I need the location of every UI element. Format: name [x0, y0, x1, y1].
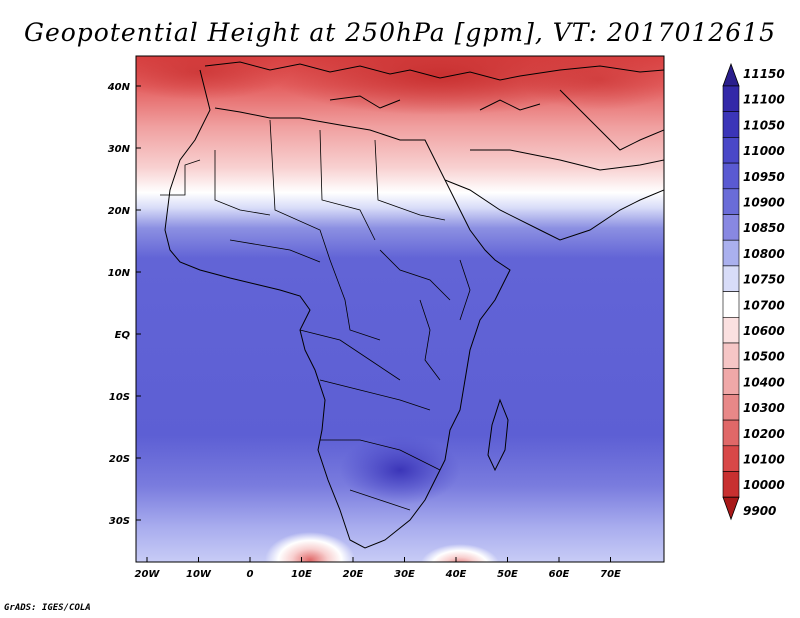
colorbar-label: 10700 [743, 298, 785, 312]
colorbar-segment [722, 162, 740, 190]
lat-tick-label: 20N [108, 206, 131, 217]
lat-tick-label: 10N [108, 268, 131, 279]
colorbar-segment [722, 214, 740, 241]
lon-tick-label: 30E [394, 569, 415, 580]
colorbar-label: 10100 [743, 453, 785, 467]
lon-tick-label: 50E [497, 569, 518, 580]
colorbar-label: 10900 [743, 196, 785, 210]
colorbar-label: 10500 [743, 350, 785, 364]
colorbar-segment [722, 265, 740, 292]
colorbar-segment [722, 188, 740, 215]
colorbar: 11150 11100 11050 11000 10950 10900 10850 10800… [722, 62, 785, 521]
colorbar-segment [722, 316, 740, 344]
colorbar-label: 10000 [743, 478, 785, 492]
colorbar-top-arrow [722, 62, 740, 87]
colorbar-label: 10600 [743, 324, 785, 338]
footer-credit: GrADS: IGES/COLA [4, 603, 91, 613]
colorbar-label: 10850 [743, 221, 785, 235]
lon-tick-label: 10W [186, 569, 212, 580]
colorbar-label: 10300 [743, 401, 785, 415]
colorbar-segment [722, 394, 740, 421]
map-frame [135, 55, 665, 563]
colorbar-label: 10400 [743, 375, 785, 389]
lat-tick-label: 30N [108, 144, 131, 155]
lon-tick-label: 20W [135, 569, 161, 580]
lat-tick-label: 30S [109, 516, 130, 527]
lat-tick-label: 20S [109, 454, 130, 465]
lat-tick-label: EQ [115, 330, 131, 341]
map-title: Geopotential Height at 250hPa [gpm], VT:… [23, 18, 777, 47]
longitude-ticks: 20W 10W 0 10E 20E 30E 40E 50E 60E 70E [135, 557, 621, 580]
lon-tick-label: 60E [549, 569, 570, 580]
lon-tick-label: 0 [247, 569, 254, 580]
lat-tick-label: 40N [107, 82, 131, 93]
colorbar-label: 9900 [743, 504, 776, 518]
coastlines [164, 61, 664, 549]
colorbar-label: 10800 [743, 247, 785, 261]
colorbar-segment [722, 239, 740, 267]
lon-tick-label: 20E [343, 569, 364, 580]
latitude-ticks: 40N 30N 20N 10N EQ 10S 20S 30S [107, 82, 141, 527]
colorbar-bottom-arrow [722, 496, 740, 521]
country-borders [160, 119, 471, 511]
colorbar-label: 10200 [743, 427, 785, 441]
colorbar-segment [722, 445, 740, 472]
colorbar-label: 10750 [743, 273, 785, 287]
colorbar-segment [722, 291, 740, 318]
colorbar-segment [722, 471, 740, 498]
colorbar-label: 11050 [743, 118, 785, 132]
colorbar-label: 11000 [743, 144, 785, 158]
colorbar-segment [722, 368, 740, 395]
colorbar-label: 11100 [743, 93, 785, 107]
colorbar-segment [722, 85, 740, 113]
lon-tick-label: 40E [445, 569, 467, 580]
colorbar-segment [722, 419, 740, 447]
colorbar-label: 10950 [743, 170, 785, 184]
colorbar-segment [722, 137, 740, 164]
colorbar-label: 11150 [743, 67, 785, 81]
lon-tick-label: 70E [600, 569, 621, 580]
lon-tick-label: 10E [291, 569, 312, 580]
lat-tick-label: 10S [109, 392, 130, 403]
colorbar-segment [722, 111, 740, 138]
colorbar-segment [722, 342, 740, 370]
